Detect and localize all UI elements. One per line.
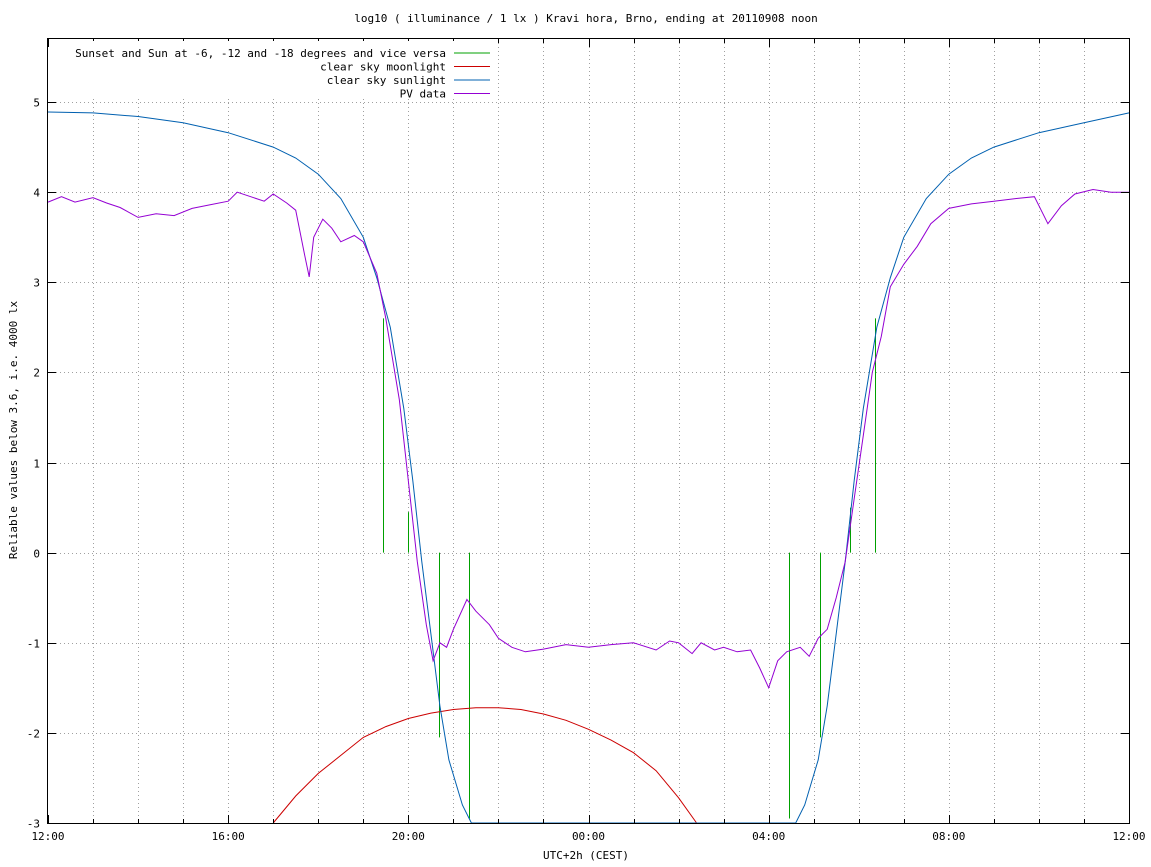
legend-label: clear sky sunlight [327,74,446,87]
chart-title: log10 ( illuminance / 1 lx ) Kravi hora,… [354,12,818,25]
x-tick-label: 08:00 [932,830,965,843]
legend-label: Sunset and Sun at -6, -12 and -18 degree… [75,47,446,60]
y-tick-label: -1 [27,638,40,651]
y-tick-label: 2 [33,367,40,380]
series-line-2 [47,111,1130,824]
y-tick-label: 5 [33,97,40,110]
x-tick-label: 16:00 [212,830,245,843]
y-tick-label: 0 [33,548,40,561]
legend-label: PV data [400,88,446,101]
y-tick-label: 3 [33,277,40,290]
x-tick-label: 04:00 [752,830,785,843]
legend-label: clear sky moonlight [320,61,446,74]
grid-layer [48,39,1129,823]
plot-frame [47,38,1130,824]
y-tick-label: 1 [33,458,40,471]
x-axis-label: UTC+2h (CEST) [543,849,629,862]
series-layer [47,111,1130,824]
series-line-1 [272,707,698,824]
y-tick-label: 4 [33,187,40,200]
x-tick-label: 20:00 [392,830,425,843]
x-tick-label: 00:00 [572,830,605,843]
legend: Sunset and Sun at -6, -12 and -18 degree… [49,41,497,101]
y-tick-label: -2 [27,728,40,741]
tick-layer: 12:00 16:00 20:00 00:00 04:00 08:00 12:00 5 4 3 2 1… [27,39,1146,843]
legend-background [49,41,497,99]
series-line-3 [47,188,1129,690]
x-tick-label: 12:00 [1112,830,1145,843]
x-tick-label: 12:00 [31,830,64,843]
y-axis-label: Reliable values below 3.6, i.e. 4000 lx [7,300,20,559]
y-tick-label: -3 [27,818,40,831]
